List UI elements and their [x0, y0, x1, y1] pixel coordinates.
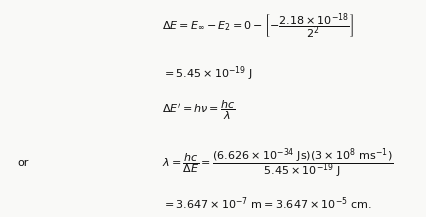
- Text: $\Delta E^{\prime} = h\nu = \dfrac{hc}{\lambda}$: $\Delta E^{\prime} = h\nu = \dfrac{hc}{\…: [162, 99, 236, 122]
- Text: $\lambda  =  \dfrac{hc}{\Delta E} = \dfrac{(6.626 \times 10^{-34} \ \mathrm{Js}): $\lambda = \dfrac{hc}{\Delta E} = \dfrac…: [162, 146, 393, 180]
- Text: or: or: [17, 158, 29, 168]
- Text: $\Delta E  =  E_{\infty} - E_2 = 0 - \left[ - \dfrac{2.18 \times 10^{-18}}{2^2} : $\Delta E = E_{\infty} - E_2 = 0 - \left…: [162, 11, 354, 41]
- Text: $= 3.647 \times 10^{-7} \ \mathrm{m} = 3.647 \times 10^{-5} \ \mathrm{cm}.$: $= 3.647 \times 10^{-7} \ \mathrm{m} = 3…: [162, 196, 371, 212]
- Text: $= 5.45 \times 10^{-19} \ \mathrm{J}$: $= 5.45 \times 10^{-19} \ \mathrm{J}$: [162, 64, 253, 83]
